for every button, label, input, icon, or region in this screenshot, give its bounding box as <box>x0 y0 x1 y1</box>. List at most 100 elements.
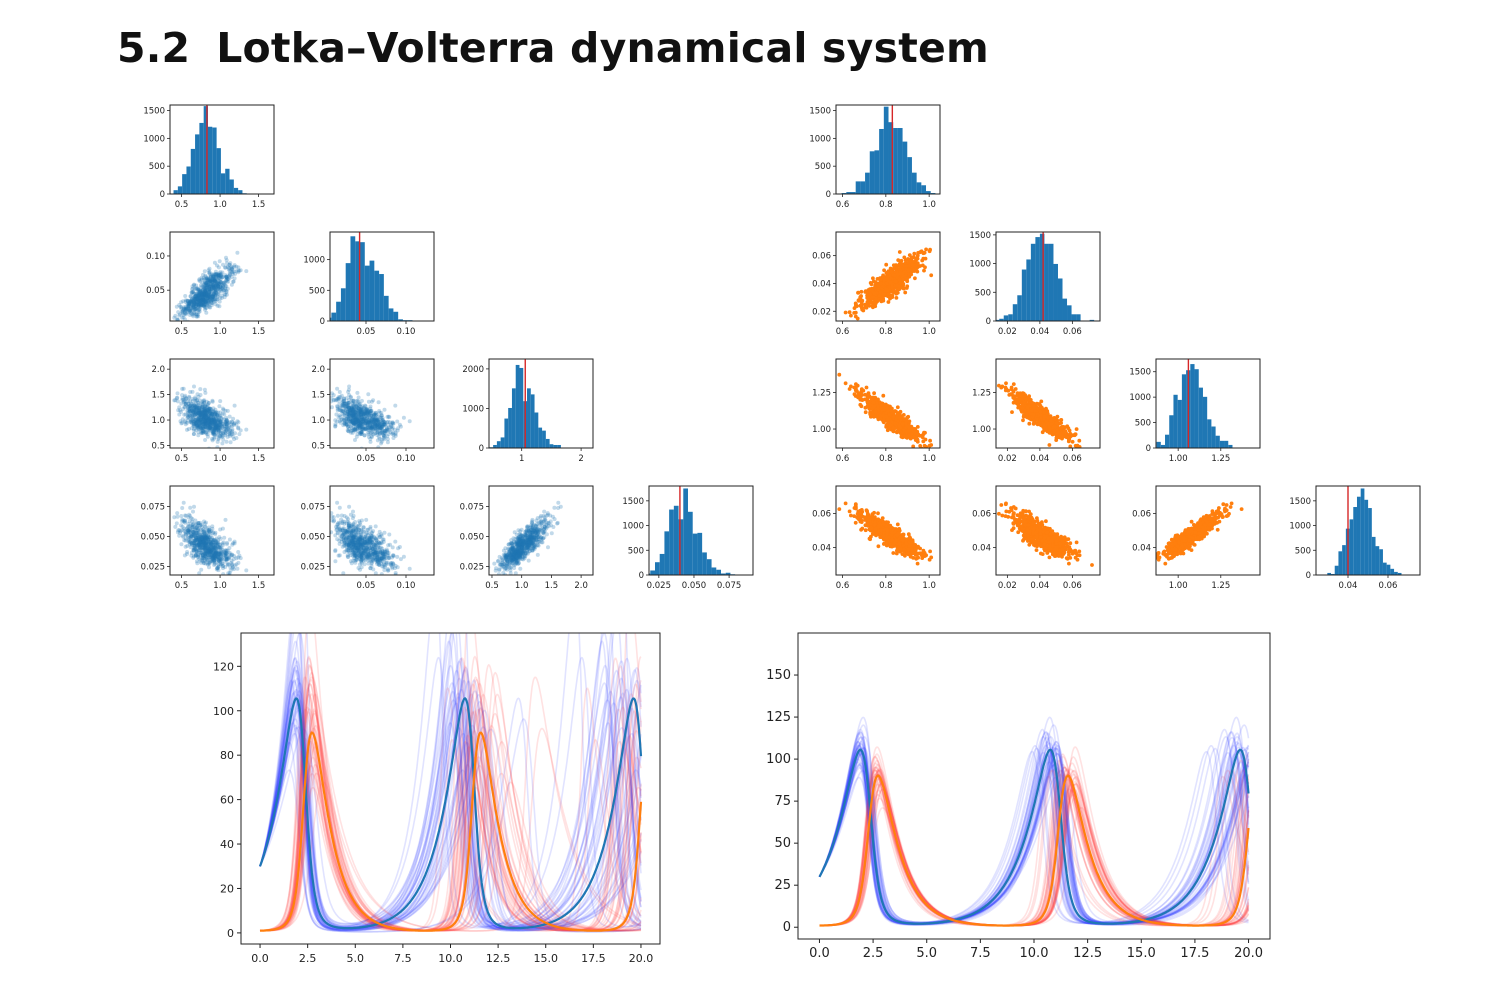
histogram-bar <box>369 260 375 321</box>
y-tick-label: 0.10 <box>146 252 165 262</box>
sample-point <box>199 418 204 423</box>
sample-point <box>213 545 218 550</box>
sample-point <box>218 285 223 290</box>
sample-point <box>347 406 352 411</box>
sample-point <box>199 417 204 422</box>
sample-point <box>209 417 214 422</box>
sample-point <box>224 278 229 283</box>
sample-point <box>203 408 208 413</box>
sample-point <box>342 401 347 406</box>
sample-point <box>371 420 376 424</box>
sample-point <box>207 555 212 560</box>
x-tick-label: 0.5 <box>175 454 189 464</box>
sample-point <box>202 414 207 419</box>
sample-point <box>218 425 223 430</box>
sample-point <box>185 427 189 432</box>
sample-point <box>370 424 375 429</box>
sample-point <box>212 428 216 433</box>
sample-point <box>363 426 368 431</box>
y-tick-label: 0.05 <box>146 286 165 296</box>
sample-point <box>192 417 197 422</box>
sample-point <box>224 274 229 279</box>
sample-point <box>181 407 186 411</box>
sample-point <box>379 437 384 442</box>
sample-point <box>208 292 213 297</box>
sample-point <box>192 297 197 302</box>
sample-point <box>221 543 225 547</box>
sample-point <box>357 418 362 423</box>
sample-point <box>371 415 376 420</box>
sample-point <box>203 412 208 417</box>
sample-point <box>340 417 345 422</box>
sample-point <box>371 426 376 431</box>
sample-point <box>353 420 358 425</box>
sample-point <box>211 420 216 425</box>
sample-point <box>203 438 208 442</box>
sample-point <box>352 427 357 432</box>
sample-point <box>183 402 188 407</box>
sample-point <box>203 289 208 294</box>
sample-point <box>356 419 361 424</box>
sample-point <box>352 411 357 416</box>
sample-point <box>345 409 350 414</box>
sample-point <box>213 288 218 293</box>
sample-point <box>213 278 218 283</box>
sample-point <box>362 433 367 438</box>
sample-point <box>194 405 199 410</box>
sample-point <box>218 270 223 275</box>
sample-point <box>225 425 230 430</box>
sample-point <box>211 430 216 435</box>
sample-point <box>207 270 212 275</box>
sample-point <box>202 400 206 405</box>
sample-point <box>195 302 200 307</box>
sample-point <box>379 439 384 444</box>
sample-point <box>346 387 351 392</box>
sample-point <box>217 282 222 286</box>
sample-point <box>210 301 215 306</box>
sample-point <box>195 549 200 554</box>
histogram-bar <box>553 444 558 448</box>
sample-point <box>352 420 357 425</box>
sample-point <box>350 402 355 406</box>
sample-point <box>194 283 199 288</box>
sample-point <box>208 292 213 297</box>
sample-point <box>355 432 360 436</box>
x-tick-label: 0.05 <box>357 327 376 337</box>
sample-point <box>208 273 213 278</box>
sample-point <box>355 418 360 423</box>
sample-point <box>351 407 356 411</box>
y-tick-label: 2.0 <box>311 365 325 375</box>
sample-point <box>211 417 216 422</box>
sample-point <box>207 296 212 300</box>
sample-point <box>345 415 350 420</box>
sample-point <box>224 427 229 432</box>
sample-point <box>222 429 227 434</box>
x-tick-label: 1.5 <box>252 454 266 464</box>
sample-point <box>224 422 229 427</box>
sample-point <box>208 411 213 416</box>
sample-point <box>213 290 218 294</box>
sample-point <box>224 419 229 423</box>
sample-point <box>231 541 236 546</box>
sample-point <box>197 421 202 426</box>
sample-point <box>201 416 206 421</box>
sample-point <box>185 408 190 413</box>
sample-point <box>189 415 194 420</box>
sample-point <box>207 279 212 284</box>
sample-point <box>188 294 193 299</box>
sample-point <box>208 425 213 430</box>
sample-point <box>362 421 367 426</box>
sample-point <box>381 422 386 427</box>
sample-point <box>352 420 357 425</box>
sample-point <box>206 268 211 273</box>
sample-point <box>368 439 373 444</box>
sample-point <box>235 250 240 255</box>
sample-point <box>211 275 216 280</box>
sample-point <box>227 276 232 281</box>
sample-point <box>356 395 361 400</box>
sample-point <box>213 302 218 307</box>
sample-point <box>368 410 373 415</box>
sample-point <box>383 422 387 427</box>
sample-point <box>357 409 362 414</box>
sample-point <box>359 409 364 414</box>
